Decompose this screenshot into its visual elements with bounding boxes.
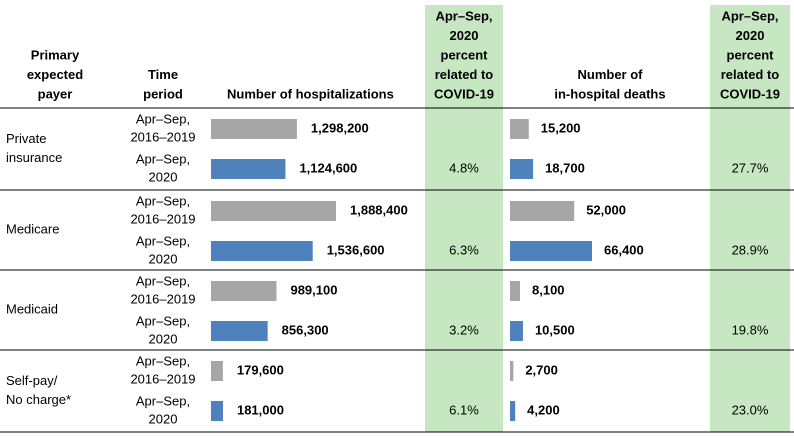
value-label: 2,700	[525, 362, 558, 377]
hospitalization-bar	[211, 201, 336, 221]
period-label: 2016–2019	[130, 371, 195, 386]
death-bar	[510, 119, 529, 139]
highlight-column	[425, 5, 503, 432]
period-label: Apr–Sep,	[136, 193, 190, 208]
header-text: percent	[441, 47, 489, 62]
hospitalization-bar	[211, 119, 297, 139]
percent-cell: 6.1%	[449, 402, 479, 417]
value-label: 181,000	[237, 402, 284, 417]
percent-cell: 27.7%	[732, 160, 769, 175]
payer-label: Medicare	[6, 221, 59, 236]
value-label: 1,298,200	[311, 120, 369, 135]
payer-label: Self-pay/	[6, 373, 58, 388]
value-label: 15,200	[541, 120, 581, 135]
hospitalization-bar	[211, 281, 277, 301]
value-label: 8,100	[532, 282, 565, 297]
period-label: 2020	[149, 411, 178, 426]
payer-label: No charge*	[6, 392, 71, 407]
period-label: 2016–2019	[130, 129, 195, 144]
death-bar	[510, 281, 521, 301]
value-label: 179,600	[237, 362, 284, 377]
header-text: payer	[38, 86, 73, 101]
percent-cell: 19.8%	[732, 322, 769, 337]
hospitalization-bar	[211, 401, 223, 421]
value-label: 1,536,600	[327, 242, 385, 257]
header-text: Apr–Sep,	[721, 8, 778, 23]
period-label: Apr–Sep,	[136, 273, 190, 288]
value-label: 18,700	[545, 160, 585, 175]
percent-cell: 23.0%	[732, 402, 769, 417]
header-text: Number of	[578, 67, 644, 82]
period-label: 2016–2019	[130, 291, 195, 306]
period-label: Apr–Sep,	[136, 233, 190, 248]
value-label: 66,400	[604, 242, 644, 257]
header-text: Number of hospitalizations	[227, 86, 394, 101]
header-text: related to	[435, 67, 494, 82]
header-text: percent	[727, 47, 775, 62]
death-bar	[510, 361, 514, 381]
payer-label: insurance	[6, 150, 62, 165]
percent-cell: 28.9%	[732, 242, 769, 257]
period-label: Apr–Sep,	[136, 111, 190, 126]
percent-cell: 6.3%	[449, 242, 479, 257]
payer-label: Medicaid	[6, 301, 58, 316]
header-text: 2020	[736, 28, 765, 43]
death-bar	[510, 201, 575, 221]
death-bar	[510, 321, 523, 341]
header-text: Time	[148, 67, 178, 82]
value-label: 10,500	[535, 322, 575, 337]
value-label: 52,000	[586, 202, 626, 217]
payer-label: Private	[6, 131, 46, 146]
hospitalization-bar	[211, 159, 286, 179]
header-text: Primary	[31, 47, 80, 62]
header-text: expected	[27, 67, 83, 82]
value-label: 989,100	[290, 282, 337, 297]
header-text: related to	[721, 67, 780, 82]
header-text: COVID-19	[720, 86, 780, 101]
value-label: 1,124,600	[299, 160, 357, 175]
hospitalization-bar	[211, 321, 268, 341]
percent-cell: 3.2%	[449, 322, 479, 337]
percent-cell: 4.8%	[449, 160, 479, 175]
header-text: 2020	[450, 28, 479, 43]
hospitalization-bar	[211, 361, 223, 381]
value-label: 1,888,400	[350, 202, 408, 217]
highlight-column	[710, 5, 790, 432]
death-bar	[510, 401, 516, 421]
period-label: Apr–Sep,	[136, 313, 190, 328]
period-label: Apr–Sep,	[136, 151, 190, 166]
death-bar	[510, 241, 592, 261]
hospitalization-bar	[211, 241, 313, 261]
death-bar	[510, 159, 534, 179]
value-label: 856,300	[282, 322, 329, 337]
header-text: Apr–Sep,	[435, 8, 492, 23]
header-text: period	[143, 86, 183, 101]
period-label: Apr–Sep,	[136, 353, 190, 368]
value-label: 4,200	[527, 402, 560, 417]
period-label: 2020	[149, 169, 178, 184]
period-label: Apr–Sep,	[136, 393, 190, 408]
header-text: in-hospital deaths	[554, 86, 665, 101]
period-label: 2020	[149, 331, 178, 346]
period-label: 2016–2019	[130, 211, 195, 226]
period-label: 2020	[149, 251, 178, 266]
header-text: COVID-19	[434, 86, 494, 101]
